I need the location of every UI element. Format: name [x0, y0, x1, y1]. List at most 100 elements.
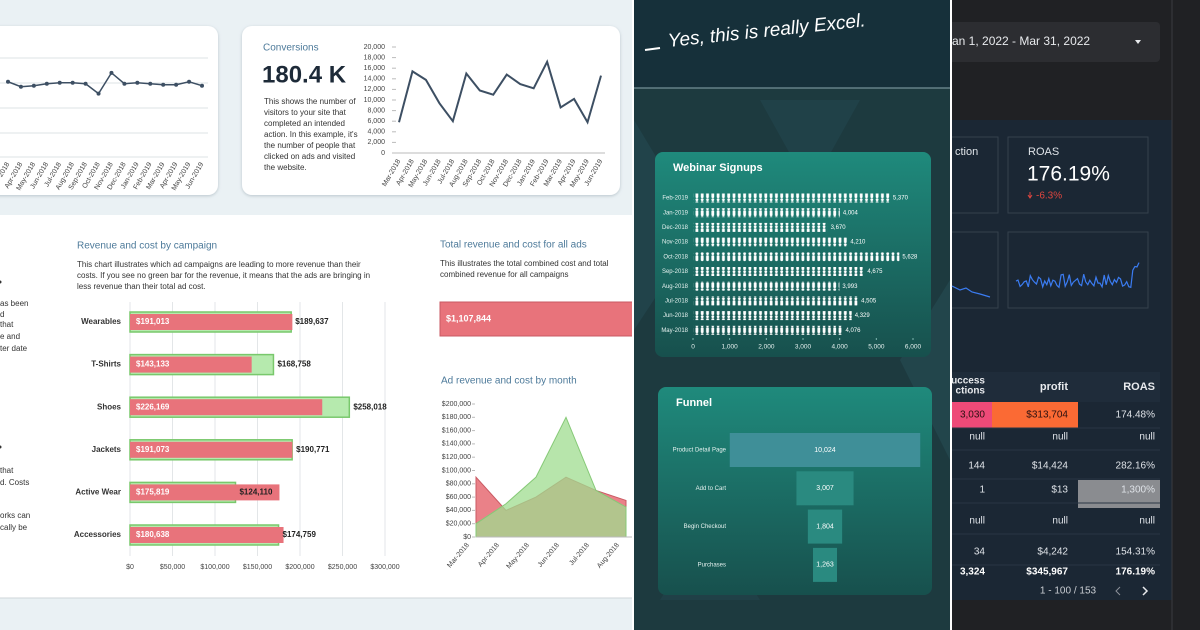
- data-label: $180,638: [136, 530, 170, 539]
- y-tick-label: Feb-2019: [662, 196, 688, 202]
- category-label: Product Detail Page: [673, 448, 727, 454]
- x-tick-label: 0: [691, 344, 695, 351]
- column-header: ROAS: [1123, 381, 1155, 393]
- next-page[interactable]: [1142, 586, 1149, 596]
- data-label: 4,210: [850, 240, 866, 246]
- bar: [130, 314, 293, 330]
- dash: [644, 47, 661, 51]
- sparkline: [1015, 262, 1140, 289]
- x-tick-label: $100,000: [200, 564, 229, 571]
- total-cell: 176.19%: [1116, 567, 1156, 578]
- data-label: $191,013: [136, 317, 170, 326]
- bar: [130, 399, 323, 416]
- y-tick-label: 14,000: [364, 76, 386, 83]
- right-panel: an 1, 2022 - Mar 31, 2022 ction ROAS 176…: [940, 0, 1200, 630]
- data-label: 3,007: [816, 485, 834, 492]
- cell: null: [1139, 432, 1155, 443]
- bar: [693, 311, 852, 321]
- cell: $13: [1051, 485, 1068, 496]
- y-tick-label: 0: [381, 150, 385, 157]
- y-tick-label: $120,000: [442, 454, 471, 461]
- left-panel: Conversions 180.4 K Revenue and cost by …: [0, 0, 632, 630]
- point: [200, 83, 204, 88]
- point: [122, 81, 127, 86]
- sparkline: [951, 285, 991, 298]
- y-tick-label: $20,000: [446, 521, 471, 528]
- cell: 282.16%: [1116, 461, 1156, 472]
- cell: $14,424: [1032, 461, 1069, 472]
- column-header: profit: [1040, 381, 1068, 393]
- y-tick-label: Active Wear: [75, 488, 121, 497]
- text-fragment: d: [0, 310, 4, 319]
- bar: [693, 222, 828, 232]
- sparkline-card: [952, 231, 999, 309]
- y-tick-label: $180,000: [442, 414, 471, 421]
- y-tick-label: $80,000: [446, 481, 471, 488]
- point: [109, 70, 114, 75]
- y-tick-label: 2,000: [367, 139, 385, 146]
- data-label: 3,670: [831, 225, 847, 231]
- bar: [130, 441, 293, 458]
- y-tick-label: T-Shirts: [91, 360, 121, 369]
- y-tick-label: Sep-2018: [662, 269, 689, 275]
- point: [83, 81, 88, 86]
- decor: [760, 100, 860, 190]
- grid: [0, 57, 208, 158]
- point: [174, 82, 179, 87]
- y-tick-label: Jul-2018: [665, 298, 689, 304]
- point: [161, 82, 166, 87]
- area: [475, 416, 627, 538]
- description: visitors to your site that: [264, 108, 347, 117]
- y-tick-label: Dec-2018: [662, 225, 689, 231]
- date-picker[interactable]: [940, 22, 1160, 62]
- x-tick-label: 3,000: [795, 344, 812, 351]
- text-fragment: that: [0, 466, 14, 475]
- bar: [693, 267, 865, 276]
- kpi-label: ction: [955, 146, 978, 158]
- date-range: an 1, 2022 - Mar 31, 2022: [952, 34, 1090, 48]
- point: [18, 84, 23, 89]
- bar: [130, 484, 280, 501]
- funnel-bar: [796, 471, 854, 506]
- text-fragment: orks can: [0, 511, 30, 520]
- x-tick-label: $200,000: [285, 564, 314, 571]
- description: completed an intended: [264, 119, 345, 128]
- category-label: Purchases: [698, 562, 726, 568]
- bar: [130, 527, 284, 543]
- prev-page[interactable]: [1115, 586, 1121, 596]
- y-tick-label: $100,000: [442, 467, 471, 474]
- data-label: $175,819: [136, 488, 170, 497]
- data-label: $1,107,844: [446, 313, 491, 323]
- x-tick-label: 4,000: [832, 344, 849, 351]
- cell: 34: [974, 547, 986, 558]
- y-tick-label: $40,000: [446, 507, 471, 514]
- cell: null: [1052, 432, 1068, 443]
- decor: [900, 280, 950, 460]
- x-tick-label: 2,000: [758, 344, 775, 351]
- data-label: 4,675: [867, 269, 883, 275]
- point: [135, 80, 140, 85]
- description: the website.: [264, 163, 307, 172]
- category-label: Begin Checkout: [684, 524, 727, 530]
- text-fragment: as been: [0, 299, 28, 308]
- description: action. In this example, it's: [264, 130, 358, 139]
- down-arrow: [1027, 192, 1033, 199]
- kpi-card: [1007, 136, 1149, 214]
- text-fragment: ter date: [0, 344, 28, 353]
- data-label: $168,758: [277, 360, 311, 369]
- bar: [693, 325, 843, 335]
- cell: $4,242: [1037, 547, 1068, 558]
- description: the number of people that: [264, 141, 356, 150]
- y-tick-label: Jackets: [92, 445, 122, 454]
- y-tick-label: 10,000: [364, 97, 386, 104]
- data-label: 3,993: [842, 284, 858, 290]
- cell: 1,300%: [1121, 485, 1155, 496]
- description: This shows the number of: [264, 97, 356, 106]
- sparkline-card: [1007, 231, 1149, 309]
- kpi-label: ROAS: [1028, 146, 1059, 158]
- y-tick-label: 4,000: [367, 129, 385, 136]
- y-tick-label: Wearables: [81, 317, 121, 326]
- column-header: ctions: [956, 386, 986, 397]
- x-tick-label: 1,000: [722, 344, 739, 351]
- line: [398, 59, 602, 125]
